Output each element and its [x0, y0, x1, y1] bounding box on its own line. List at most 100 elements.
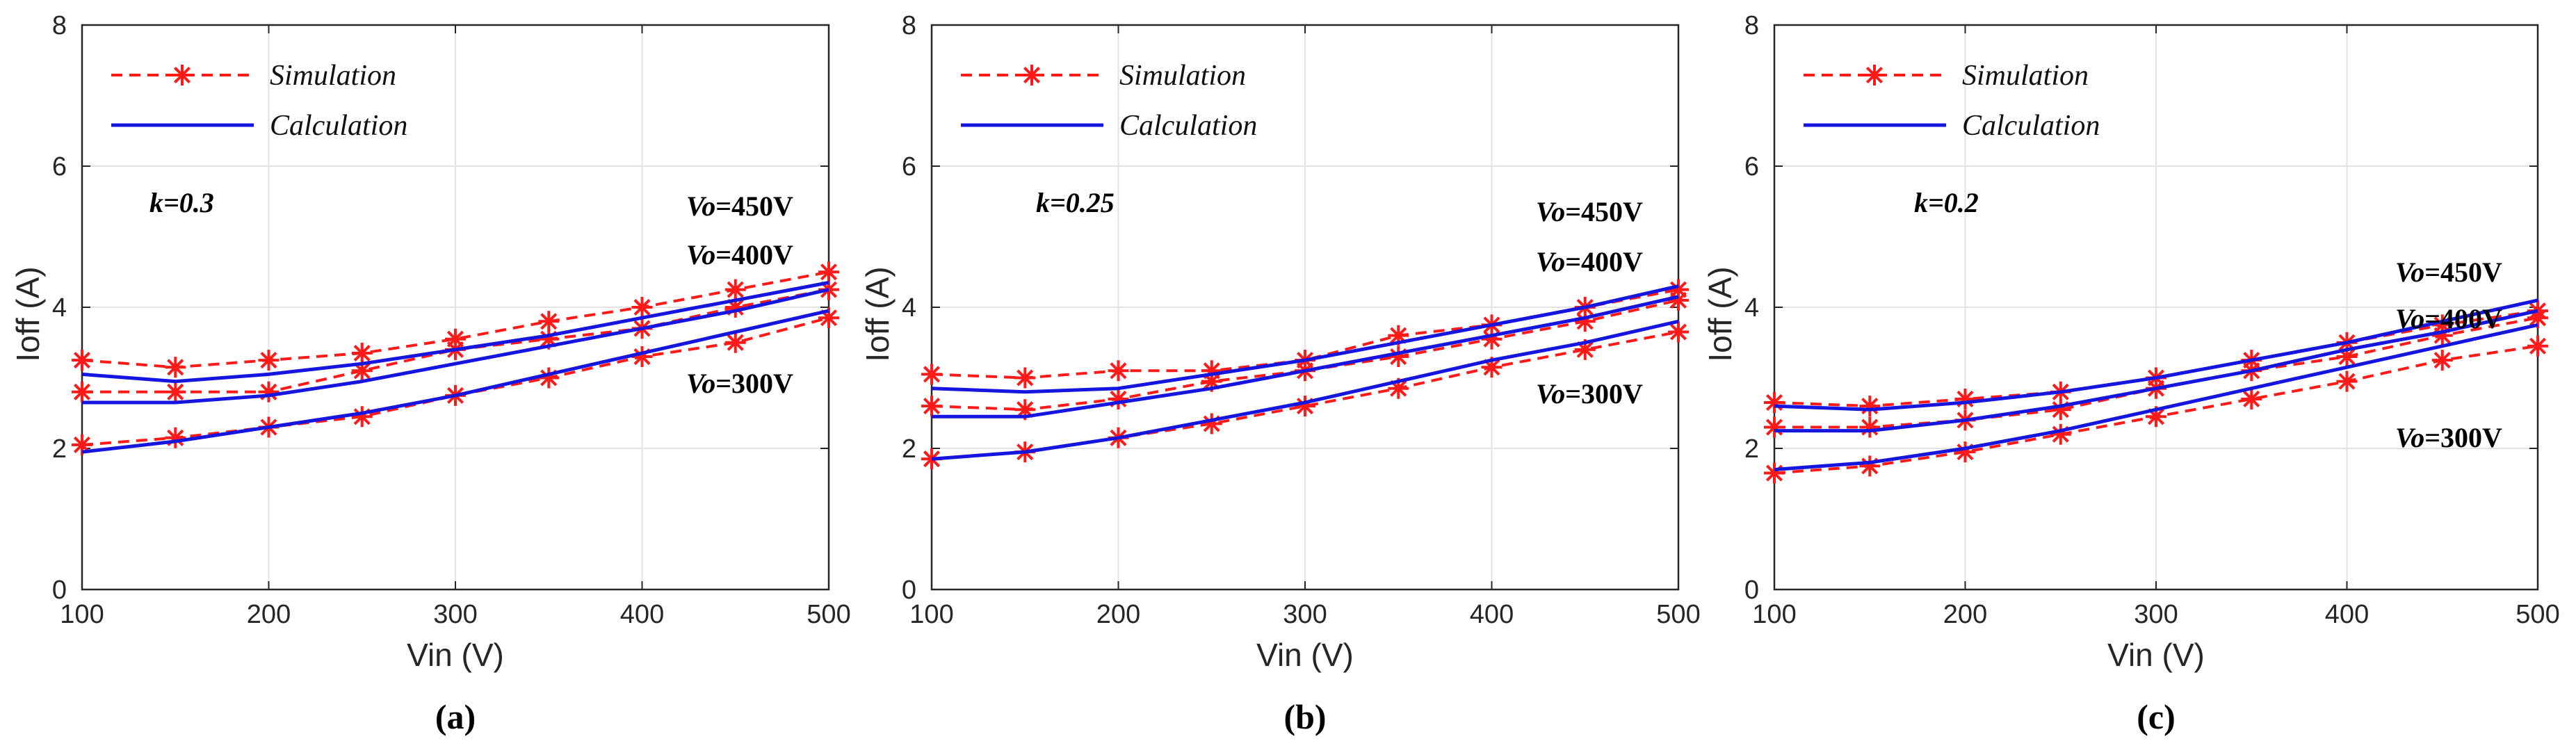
simulation-marker — [351, 360, 373, 382]
simulation-marker — [921, 364, 942, 385]
vo-annotation-value: =450V — [2424, 257, 2502, 288]
vo-annotation-var: Vo — [686, 239, 715, 270]
legend-calculation-label: Calculation — [1962, 110, 2100, 142]
x-tick-label: 300 — [2134, 600, 2178, 629]
x-tick-label: 500 — [1656, 600, 1700, 629]
simulation-marker — [2336, 346, 2358, 367]
simulation-marker — [538, 311, 560, 332]
vo-annotation-2: Vo=300V — [686, 368, 793, 399]
y-axis-title: Ioff (A) — [1702, 266, 1738, 361]
simulation-marker — [818, 261, 839, 283]
panel-caption: (b) — [1283, 697, 1326, 736]
y-tick-label: 8 — [902, 11, 916, 40]
y-axis-title: Ioff (A) — [859, 266, 896, 361]
k-parameter-label: k=0.2 — [1914, 187, 1979, 218]
vo-annotation-0: Vo=450V — [686, 190, 793, 222]
vo-annotation-var: Vo — [2395, 303, 2424, 334]
legend-simulation-marker — [1021, 65, 1042, 86]
simulation-marker — [1108, 389, 1129, 409]
legend-simulation-label: Simulation — [1962, 60, 2089, 92]
simulation-marker — [1668, 289, 1689, 311]
vo-annotation-value: =300V — [2424, 422, 2502, 453]
chart-panel-3: 100 200 300 400 500 0 2 4 6 8 Vin (V) Ioff (A) Simul… — [1702, 11, 2560, 736]
simulation-marker — [1668, 321, 1689, 343]
chart-panel-1: 100 200 300 400 500 0 2 4 6 8 Vin (V) Ioff (A) Simul… — [10, 11, 851, 736]
legend-calculation-label: Calculation — [270, 110, 407, 142]
chart-panel-2: 100 200 300 400 500 0 2 4 6 8 Vin (V) Ioff (A) Simul… — [859, 11, 1701, 736]
simulation-marker — [1764, 392, 1785, 413]
vo-annotation-1: Vo=400V — [1536, 246, 1643, 277]
simulation-marker — [538, 367, 560, 389]
simulation-marker — [1859, 396, 1881, 417]
y-tick-label: 0 — [1744, 576, 1759, 605]
vo-annotation-var: Vo — [1536, 378, 1565, 409]
y-tick-label: 2 — [902, 434, 916, 464]
simulation-marker — [1764, 416, 1785, 438]
x-axis-title: Vin (V) — [2107, 637, 2205, 673]
simulation-marker — [445, 328, 466, 350]
simulation-marker — [165, 427, 186, 448]
vo-annotation-value: =300V — [1565, 378, 1643, 409]
vo-annotation-1: Vo=400V — [2395, 303, 2502, 334]
simulation-marker — [1201, 413, 1222, 434]
y-tick-label: 4 — [902, 293, 916, 323]
simulation-marker — [165, 381, 186, 403]
legend-simulation-marker — [1864, 65, 1885, 86]
y-tick-label: 4 — [1744, 293, 1759, 323]
simulation-marker — [2431, 325, 2453, 346]
vo-annotation-var: Vo — [686, 190, 715, 222]
panel-caption: (c) — [2137, 697, 2176, 736]
k-parameter-label: k=0.3 — [149, 187, 214, 218]
vo-annotation-var: Vo — [686, 368, 715, 399]
simulation-marker — [1201, 371, 1222, 392]
y-tick-label: 8 — [52, 11, 67, 40]
x-tick-label: 100 — [60, 600, 104, 629]
x-axis-title: Vin (V) — [407, 637, 504, 673]
simulation-marker — [1668, 279, 1689, 300]
simulation-marker — [724, 279, 746, 300]
simulation-marker — [1201, 360, 1222, 382]
x-tick-label: 200 — [1096, 600, 1140, 629]
simulation-marker — [1014, 399, 1036, 421]
y-axis-title: Ioff (A) — [10, 266, 46, 361]
x-tick-label: 400 — [2325, 600, 2369, 629]
simulation-marker — [1574, 339, 1596, 360]
simulation-marker — [1108, 360, 1129, 382]
simulation-marker — [2146, 406, 2166, 428]
vo-annotation-var: Vo — [1536, 246, 1565, 277]
k-parameter-label: k=0.25 — [1036, 187, 1115, 218]
vo-annotation-value: =450V — [1565, 196, 1643, 227]
x-tick-label: 500 — [807, 600, 850, 629]
simulation-marker — [2527, 307, 2548, 329]
simulation-marker — [2050, 399, 2071, 421]
simulation-marker — [1481, 357, 1502, 378]
y-tick-label: 2 — [52, 434, 67, 464]
calculation-line-5 — [81, 309, 829, 454]
calculation-line-5 — [931, 319, 1679, 461]
legend-calculation-label: Calculation — [1119, 110, 1257, 142]
vo-annotation-value: =400V — [715, 239, 793, 270]
simulation-marker — [724, 297, 746, 318]
x-tick-label: 300 — [1283, 600, 1327, 629]
simulation-marker — [2050, 423, 2071, 445]
y-tick-label: 8 — [1744, 11, 1759, 40]
vo-annotation-value: =400V — [1565, 246, 1643, 277]
calculation-line-4 — [932, 295, 1679, 418]
vo-annotation-value: =300V — [715, 368, 793, 399]
x-tick-label: 500 — [2516, 600, 2559, 629]
simulation-marker — [2431, 314, 2453, 336]
simulation-marker — [1954, 441, 1976, 463]
calculation-line-4 — [82, 288, 829, 405]
x-tick-label: 300 — [433, 600, 477, 629]
simulation-marker — [72, 381, 92, 403]
simulation-marker — [1859, 455, 1881, 477]
simulation-marker — [724, 332, 746, 353]
y-tick-label: 6 — [1744, 152, 1759, 181]
simulation-marker — [1574, 311, 1596, 332]
simulation-marker — [631, 346, 653, 367]
simulation-marker — [1481, 328, 1502, 350]
simulation-marker — [72, 434, 92, 455]
simulation-marker — [538, 328, 560, 350]
calculation-line-3 — [1774, 298, 2538, 412]
simulation-marker — [818, 307, 839, 329]
